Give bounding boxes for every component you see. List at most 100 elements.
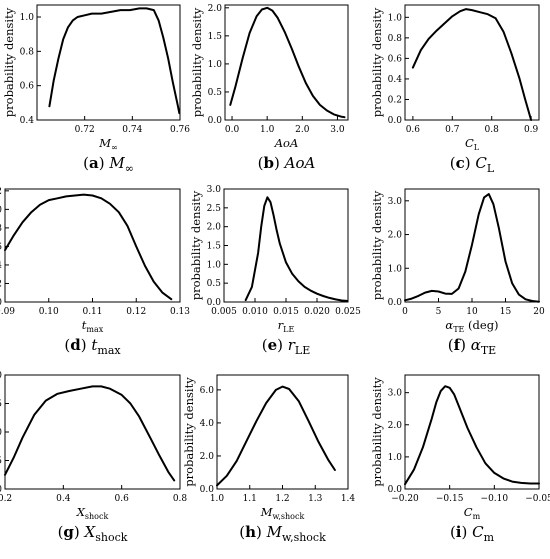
pdf-curve <box>244 196 348 302</box>
x-tick-label: 0.6 <box>406 125 421 135</box>
y-tick-label: 2.0 <box>207 223 222 233</box>
y-tick-label: 0.5 <box>208 88 223 98</box>
panel-caption: (e) rLE <box>262 336 311 357</box>
x-axis-label: tmax <box>82 318 104 334</box>
x-axis-label: Cm <box>464 505 481 521</box>
y-tick-label: 3.0 <box>207 185 222 195</box>
y-tick-label: 0.5 <box>207 279 222 289</box>
y-tick-label: 2.0 <box>0 371 2 381</box>
y-tick-label: 4.0 <box>200 419 215 429</box>
x-tick-label: 0.025 <box>335 307 361 317</box>
y-tick-label: 1.5 <box>207 242 222 252</box>
chart-panel-h: 1.0 1.1 1.2 1.3 1.4 0.0 2.0 4.0 6.0 probability d… <box>182 374 355 544</box>
x-axis-label: M∞ <box>98 136 117 152</box>
x-tick-label: 1.0 <box>260 125 275 135</box>
pdf-curve <box>229 6 346 119</box>
y-tick-label: 0.2 <box>388 95 402 105</box>
y-tick-label: 1.0 <box>208 60 223 70</box>
x-tick-label: 15 <box>500 307 512 317</box>
x-tick-label: 20 <box>533 307 545 317</box>
x-tick-label: 0.015 <box>273 307 299 317</box>
y-tick-label: 0.6 <box>20 82 35 92</box>
y-tick-label: 0.8 <box>0 224 2 234</box>
x-tick-label: 0.10 <box>39 307 59 317</box>
x-axis-label: Mw,shock <box>260 505 305 521</box>
panel-caption: (d) tmax <box>64 336 121 357</box>
panel-caption: (a) M∞ <box>83 154 134 175</box>
panel-caption: (c) CL <box>450 154 495 175</box>
x-tick-label: 0.0 <box>225 125 240 135</box>
x-tick-label: −0.15 <box>436 494 464 504</box>
plot-frame <box>223 188 349 303</box>
chart-panel-c: 0.6 0.7 0.8 0.9 0.0 0.2 0.4 0.6 0.8 1.0 probabilit… <box>370 4 540 175</box>
y-tick-label: 1.0 <box>0 205 2 215</box>
x-tick-label: 0.4 <box>56 494 71 504</box>
y-tick-label: 1.5 <box>0 400 2 410</box>
x-tick-label: 0.8 <box>485 125 500 135</box>
x-tick-label: 0.12 <box>126 307 146 317</box>
y-tick-label: 2.0 <box>388 231 403 241</box>
pdf-curve <box>404 193 540 303</box>
y-tick-label: 2.0 <box>200 452 215 462</box>
x-tick-label: 2.0 <box>295 125 310 135</box>
x-tick-label: 0.005 <box>211 307 237 317</box>
y-tick-label: 0.0 <box>0 485 2 495</box>
x-axis-label: αTE (deg) <box>445 318 498 334</box>
x-axis-label: CL <box>465 136 480 152</box>
y-tick-label: 1.0 <box>388 264 403 274</box>
plot-frame <box>216 374 349 490</box>
y-axis-label: probability density <box>370 190 384 300</box>
x-axis-label: Xshock <box>76 505 109 521</box>
y-tick-label: 2.5 <box>207 204 222 214</box>
y-tick-label: 0.0 <box>200 485 215 495</box>
plot-frame <box>36 4 181 121</box>
y-tick-label: 0.8 <box>388 34 403 44</box>
plot-frame <box>4 374 181 490</box>
y-tick-label: 0.4 <box>20 116 35 126</box>
x-tick-label: 0.020 <box>304 307 330 317</box>
x-tick-label: 1.2 <box>275 494 289 504</box>
x-tick-label: 0.76 <box>170 125 190 135</box>
x-tick-label: 1.0 <box>210 494 225 504</box>
pdf-curve <box>4 385 176 482</box>
x-tick-label: 5 <box>436 307 442 317</box>
y-axis-label: probability density <box>370 377 384 487</box>
x-tick-label: −0.10 <box>481 494 509 504</box>
chart-panel-f: 0 5 10 15 20 0.0 1.0 2.0 3.0 probability density α… <box>370 188 545 357</box>
x-tick-label: 0.6 <box>115 494 130 504</box>
y-tick-label: 0.0 <box>0 298 2 308</box>
x-axis-label: AoA <box>274 136 299 150</box>
pdf-curve <box>404 385 540 486</box>
y-tick-label: 1.0 <box>207 260 222 270</box>
y-tick-label: 0.2 <box>0 279 2 289</box>
plot-frame <box>224 4 349 121</box>
x-tick-label: 0.74 <box>122 125 142 135</box>
y-axis-label: probability density <box>189 190 203 300</box>
y-tick-label: 0.0 <box>388 116 403 126</box>
x-tick-label: 0.7 <box>445 125 460 135</box>
chart-panel-i: −0.20 −0.15 −0.10 −0.05 0.0 1.0 2.0 3.0 probabil… <box>370 374 550 544</box>
y-tick-label: 0.5 <box>0 457 2 467</box>
y-tick-label: 1.5 <box>208 32 223 42</box>
y-tick-label: 1.0 <box>20 13 35 23</box>
x-tick-label: 0.010 <box>242 307 268 317</box>
y-tick-label: 0.4 <box>0 261 2 271</box>
y-tick-label: 0.6 <box>388 54 403 64</box>
chart-panel-b: 0.0 1.0 2.0 3.0 0.0 0.5 1.0 1.5 2.0 probability d… <box>190 4 349 172</box>
panel-caption: (g) Xshock <box>58 523 128 544</box>
plot-frame <box>404 4 540 121</box>
x-tick-label: 0.2 <box>0 494 12 504</box>
x-tick-label: 10 <box>466 307 478 317</box>
panel-caption: (b) AoA <box>258 154 316 172</box>
x-tick-label: 0.72 <box>75 125 95 135</box>
pdf-curve <box>48 7 181 115</box>
x-tick-label: 3.0 <box>330 125 345 135</box>
y-tick-label: 0.8 <box>20 47 35 57</box>
pdf-curve <box>216 385 336 487</box>
panel-caption: (h) Mw,shock <box>239 523 326 544</box>
y-tick-label: 0.6 <box>0 242 2 252</box>
y-axis-label: probability density <box>370 7 384 117</box>
y-tick-label: 2.0 <box>388 421 403 431</box>
